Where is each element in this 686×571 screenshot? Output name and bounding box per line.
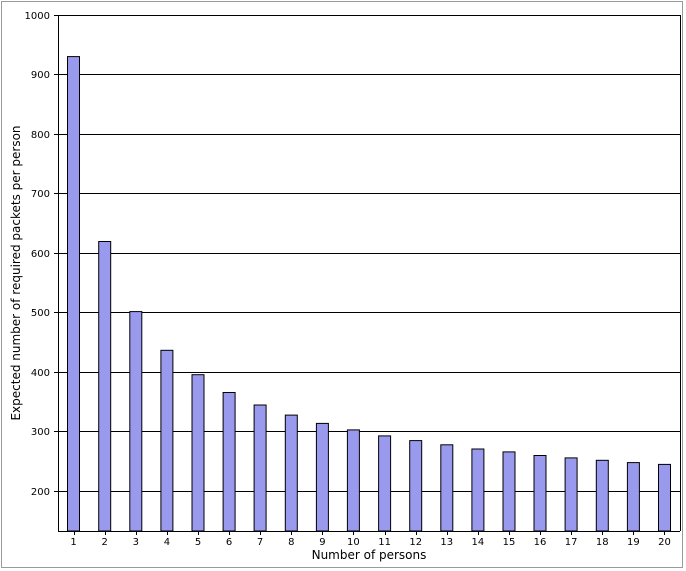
bar-17 [564, 457, 578, 532]
x-tick-label: 1 [70, 537, 76, 548]
y-tick-label: 600 [31, 249, 50, 260]
bar-12 [409, 440, 423, 532]
bar-19 [626, 462, 640, 532]
x-axis-title: Number of persons [312, 548, 427, 562]
bar-15 [502, 451, 516, 532]
bar-10 [346, 429, 360, 532]
x-tick-label: 12 [409, 537, 422, 548]
x-tick-label: 13 [440, 537, 453, 548]
x-tick-label: 16 [534, 537, 547, 548]
x-tick-label: 10 [347, 537, 360, 548]
bar-8 [284, 414, 298, 532]
bar-13 [440, 444, 454, 532]
bar-6 [222, 392, 236, 532]
bar-1 [67, 56, 80, 532]
bar-4 [160, 349, 174, 532]
x-tick-label: 4 [164, 537, 170, 548]
bar-14 [471, 448, 485, 532]
x-tick-label: 17 [565, 537, 578, 548]
y-tick-labels: 200 300 400 500 600 700 800 900 1000 [25, 11, 58, 498]
x-tick-label: 14 [472, 537, 485, 548]
x-tick-label: 11 [378, 537, 391, 548]
bar-7 [253, 404, 267, 532]
bar-5 [191, 374, 205, 532]
y-tick-label: 900 [31, 70, 50, 81]
x-tick-label: 5 [195, 537, 201, 548]
x-tick-label: 7 [257, 537, 263, 548]
x-tick-label: 2 [102, 537, 108, 548]
x-tick-label: 15 [503, 537, 516, 548]
gridlines [58, 15, 680, 492]
bar-16 [533, 455, 547, 532]
bar-2 [98, 241, 112, 532]
y-tick-label: 1000 [25, 11, 50, 22]
y-tick-label: 800 [31, 130, 50, 141]
bar-3 [129, 311, 143, 532]
axes [58, 15, 681, 532]
x-tick-label: 3 [133, 537, 139, 548]
x-tick-label: 19 [627, 537, 640, 548]
bar-11 [378, 435, 392, 532]
x-tick-label: 8 [288, 537, 294, 548]
y-axis-title: Expected number of required packets per … [9, 125, 23, 420]
y-tick-label: 200 [31, 487, 50, 498]
x-tick-label: 9 [319, 537, 325, 548]
bar-9 [315, 422, 329, 532]
bar-18 [595, 459, 609, 532]
bars [67, 56, 671, 532]
x-tick-label: 18 [596, 537, 609, 548]
y-tick-label: 700 [31, 189, 50, 200]
y-tick-label: 400 [31, 368, 50, 379]
y-tick-label: 500 [31, 308, 50, 319]
bar-20 [658, 463, 671, 532]
x-tick-label: 20 [658, 537, 671, 548]
x-tick-labels: 1 2 3 4 5 6 7 8 9 10 11 12 13 14 15 16 17 18 19 20 [70, 531, 671, 548]
x-tick-label: 6 [226, 537, 232, 548]
y-tick-label: 300 [31, 427, 50, 438]
